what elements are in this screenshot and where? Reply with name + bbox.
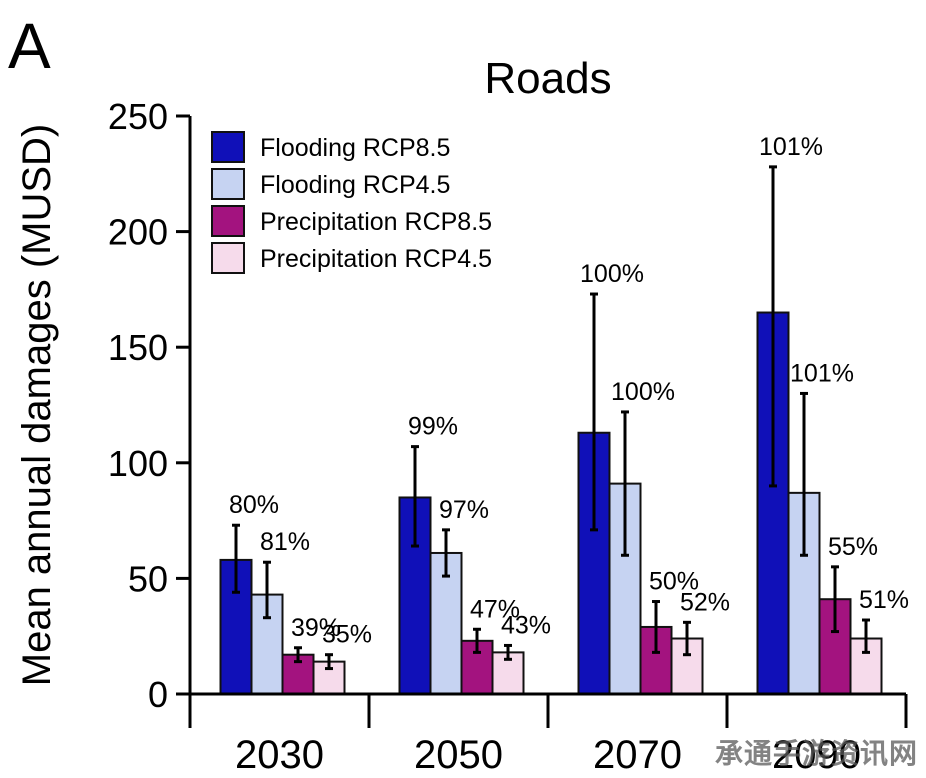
- legend-entry-label: Precipitation RCP8.5: [260, 208, 492, 236]
- y-tick-label: 100: [108, 443, 168, 484]
- y-tick-label: 0: [148, 674, 168, 715]
- x-category-label: 2090: [772, 733, 861, 777]
- x-category-label: 2070: [593, 733, 682, 777]
- bar-data-label: 81%: [260, 528, 310, 556]
- y-tick-label: 200: [108, 212, 168, 253]
- legend-swatch: [211, 131, 245, 163]
- watermark: 承通手游资讯网: [714, 737, 918, 770]
- y-axis-label: Mean annual damages (MUSD): [15, 124, 59, 686]
- bar-data-label: 97%: [439, 496, 489, 524]
- bar-data-label: 55%: [828, 533, 878, 561]
- legend-entry-label: Flooding RCP8.5: [260, 134, 450, 162]
- bar-data-label: 35%: [322, 621, 372, 649]
- bar-data-label: 47%: [470, 595, 520, 623]
- legend-swatch: [211, 168, 245, 200]
- legend-entry-label: Flooding RCP4.5: [260, 171, 450, 199]
- x-axis: 2030 2050 2070 2090: [188, 692, 908, 777]
- legend-swatch: [211, 242, 245, 274]
- bar-data-label: 100%: [580, 260, 644, 288]
- legend-swatch: [211, 205, 245, 237]
- bar-data-label: 52%: [680, 588, 730, 616]
- bar-data-label: 101%: [759, 133, 823, 161]
- bar-data-label: 51%: [859, 586, 909, 614]
- bar-data-label: 100%: [611, 378, 675, 406]
- bars-group: 80% 99% 100% 101% 81% 97% 100% 101% 39% 47% 50% 55%…: [219, 133, 909, 696]
- x-category-label: 2030: [235, 733, 324, 777]
- bar-data-label: 80%: [229, 491, 279, 519]
- bar-data-label: 101%: [790, 359, 854, 387]
- y-axis: 0 50 100 150 200 250: [108, 96, 192, 715]
- bar-data-label: 39%: [291, 614, 341, 642]
- bar-data-label: 43%: [501, 611, 551, 639]
- panel-label: A: [8, 10, 51, 82]
- chart-title: Roads: [484, 54, 611, 103]
- x-category-label: 2050: [414, 733, 503, 777]
- bar-data-label: 50%: [649, 568, 699, 596]
- y-tick-label: 150: [108, 327, 168, 368]
- y-tick-label: 250: [108, 96, 168, 137]
- legend: Flooding RCP8.5 Flooding RCP4.5 Precipitat…: [211, 131, 492, 274]
- bar-data-label: 99%: [408, 413, 458, 441]
- y-tick-label: 50: [128, 558, 168, 599]
- legend-entry-label: Precipitation RCP4.5: [260, 245, 492, 273]
